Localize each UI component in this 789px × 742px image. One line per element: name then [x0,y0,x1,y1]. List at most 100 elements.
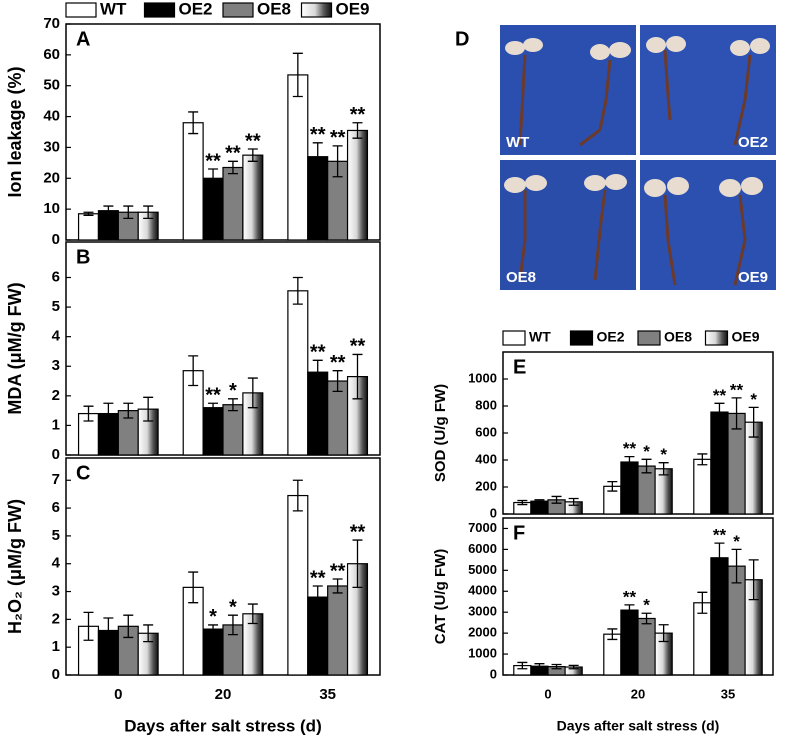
error-bar [188,571,199,604]
error-bar [697,591,708,614]
bar [710,557,729,676]
y-tick-label: 4000 [468,583,497,598]
panel-label: C [76,462,90,484]
error-bar [247,377,258,409]
error-bar [292,276,303,305]
error-bar [312,142,323,172]
y-tick-label: 800 [475,397,497,412]
error-bar [83,611,94,641]
bar [693,458,712,515]
y-tick-label: 6 [52,268,60,285]
error-bar [312,359,323,385]
y-tick-label: 6 [52,499,60,516]
error-bar [517,499,528,506]
error-bar [658,624,669,643]
photo-panel: D WT OE2 OE8 [455,25,776,290]
y-tick-label: 50 [43,77,60,94]
error-bar [641,458,652,474]
y-tick-label: 2 [52,610,60,627]
y-tick-label: 30 [43,138,60,155]
error-bar [624,455,635,469]
significance: ** [310,342,326,364]
y-tick-label: 5 [52,298,60,315]
error-bar [748,559,759,601]
error-bar [607,480,618,492]
y-axis-label: Ion leakage (%) [5,66,25,197]
y-tick-label: 0 [52,231,60,248]
y-axis-label: H₂O₂ (μM/g FW) [5,499,25,634]
y-axis-label: CAT (U/g FW) [432,549,449,645]
panel-label: E [513,356,526,378]
legend-swatch [704,330,729,346]
y-tick-label: 0 [52,666,60,683]
legend-swatch [502,330,526,346]
y-tick-label: 5000 [468,562,497,577]
y-tick-label: 1000 [468,370,497,385]
error-bar [103,402,114,425]
bar [603,633,622,676]
x-tick-label: 35 [319,686,336,703]
panel-label: B [76,246,90,268]
significance: ** [225,143,241,165]
bar [327,585,349,676]
error-bar [697,453,708,466]
y-tick-label: 0 [490,505,497,520]
x-tick-label: 35 [721,686,735,701]
legend-label: WT [100,0,127,18]
legend-label: WT [529,329,551,345]
error-bar [227,160,238,175]
bar [346,129,369,241]
bar [242,154,264,241]
error-bar [143,205,154,220]
photo-caption: WT [506,134,529,151]
y-axis-label: SOD (U/g FW) [432,384,449,482]
y-tick-label: 6000 [468,541,497,556]
leaves [504,36,770,197]
error-bar [352,539,363,589]
bar [222,166,244,241]
photo-caption: OE9 [738,269,768,286]
significance: * [643,442,650,461]
y-tick-label: 200 [475,478,497,493]
significance: ** [713,526,727,545]
error-bar [208,402,219,413]
y-tick-label: 0 [52,446,60,463]
error-bar [607,628,618,641]
legend-label: OE8 [664,329,692,345]
y-tick-label: 70 [43,15,60,32]
significance: * [750,390,757,409]
y-tick-label: 10 [43,200,60,217]
error-bar [624,604,635,616]
error-bar [123,205,134,220]
error-bar [551,495,562,504]
y-tick-label: 5 [52,527,60,544]
bar [637,617,656,676]
error-bar [208,168,219,189]
legend-label: OE9 [336,0,370,18]
error-bar [352,353,363,400]
bar [287,494,309,676]
significance: ** [623,587,637,606]
error-bar [103,205,114,216]
significance: * [733,532,740,551]
legend-label: OE2 [597,329,625,345]
bar [327,380,349,456]
bar [620,609,639,676]
x-axis-label: Days after salt stress (d) [124,716,321,735]
significance: * [229,380,237,402]
error-bar [568,497,579,506]
significance: ** [350,104,366,126]
error-bar [227,398,238,412]
error-bar [568,664,579,670]
significance: * [643,596,650,615]
error-bar [208,624,219,634]
y-axis-label: MDA (μM/g FW) [5,282,25,414]
y-tick-label: 2 [52,387,60,404]
error-bar [714,402,725,422]
photo-caption: OE8 [506,269,536,286]
bar [287,74,309,241]
error-bar [332,145,343,178]
bar [287,290,309,456]
y-tick-label: 40 [43,108,60,125]
